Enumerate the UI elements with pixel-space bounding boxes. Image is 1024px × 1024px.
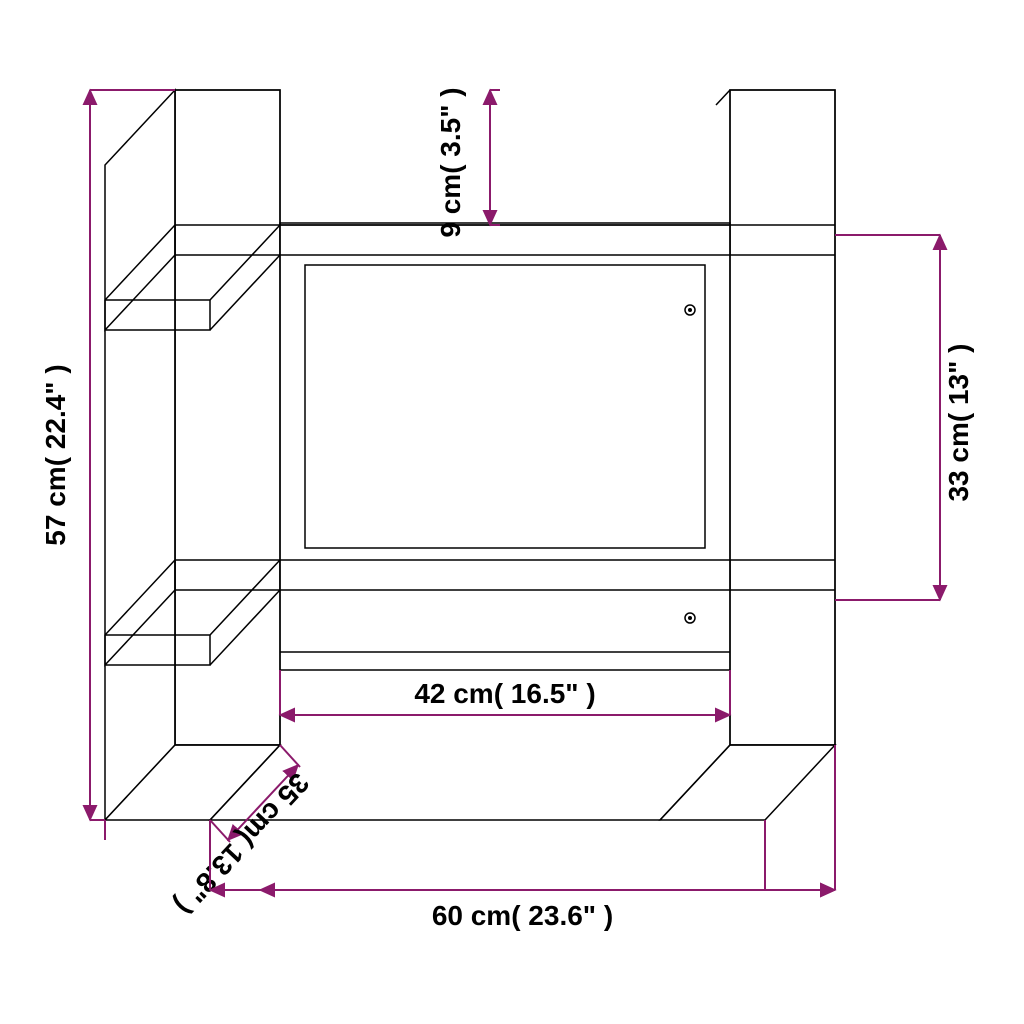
product-outline (105, 90, 835, 820)
svg-text:42 cm( 16.5" ): 42 cm( 16.5" ) (414, 678, 595, 709)
svg-text:60 cm( 23.6" ): 60 cm( 23.6" ) (432, 900, 613, 931)
furniture-dimension-diagram: 57 cm( 22.4" )35 cm( 13.8" )60 cm( 23.6"… (0, 0, 1024, 1024)
svg-text:33 cm( 13" ): 33 cm( 13" ) (943, 343, 974, 501)
svg-text:57 cm( 22.4" ): 57 cm( 22.4" ) (40, 364, 71, 545)
svg-text:9 cm( 3.5" ): 9 cm( 3.5" ) (435, 87, 466, 237)
